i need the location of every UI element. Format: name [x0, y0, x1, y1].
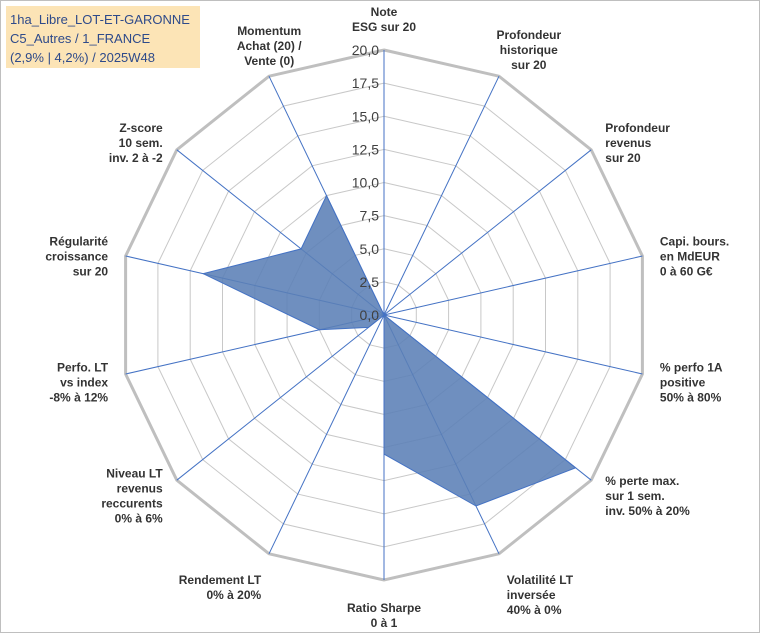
tick-label: 15,0 [352, 108, 379, 124]
axis-spoke [383, 75, 500, 316]
axis-label: Volatilité LT inversée 40% à 0% [507, 573, 574, 617]
tick-label: 5,0 [360, 241, 380, 257]
title-line-3: (2,9% | 4,2%) / 2025W48 [10, 50, 156, 65]
axis-label: Niveau LT revenus reccurents 0% à 6% [101, 466, 163, 525]
axis-spoke [268, 314, 385, 555]
tick-label: 0,0 [360, 307, 380, 323]
axis-label: Momentum Achat (20) / Vente (0) [237, 24, 302, 68]
chart-title-box: 1ha_Libre_LOT-ET-GARONNE C5_Autres / 1_F… [6, 6, 200, 68]
axis-label: Profondeur historique sur 20 [496, 28, 561, 72]
tick-label: 12,5 [352, 141, 379, 157]
axis-label: % perfo 1A positive 50% à 80% [660, 361, 723, 405]
title-line-1: 1ha_Libre_LOT-ET-GARONNE [10, 12, 190, 27]
axis-label: Profondeur revenus sur 20 [605, 121, 670, 165]
axis-spoke [383, 255, 643, 316]
radar-axis-labels: Note ESG sur 20 Profondeur historique sur 20… [45, 5, 729, 630]
axis-label: % perte max. sur 1 sem. inv. 50% à 20% [605, 474, 690, 518]
axis-spoke [383, 149, 592, 316]
axis-spoke [176, 314, 385, 481]
axis-label: Z-score 10 sem. inv. 2 à -2 [109, 121, 163, 165]
axis-label: Régularité croissance sur 20 [45, 235, 108, 279]
series-area [201, 194, 577, 507]
radar-tick-labels: 0,0 2,5 5,0 7,5 10,0 12,5 15,0 17,5 20,0 [352, 42, 379, 323]
tick-label: 7,5 [360, 208, 380, 224]
tick-label: 20,0 [352, 42, 379, 58]
axis-label: Note ESG sur 20 [352, 5, 416, 34]
tick-label: 10,0 [352, 175, 379, 191]
radar-series [201, 194, 577, 507]
axis-label: Capi. bours. en MdEUR 0 à 60 G€ [660, 235, 729, 279]
title-line-2: C5_Autres / 1_FRANCE [10, 31, 151, 46]
axis-label: Perfo. LT vs index -8% à 12% [49, 361, 108, 405]
tick-label: 17,5 [352, 75, 379, 91]
axis-label: Rendement LT 0% à 20% [179, 573, 262, 602]
axis-spoke [383, 314, 643, 375]
axis-label: Ratio Sharpe 0 à 1 [347, 601, 421, 630]
tick-label: 2,5 [360, 274, 380, 290]
